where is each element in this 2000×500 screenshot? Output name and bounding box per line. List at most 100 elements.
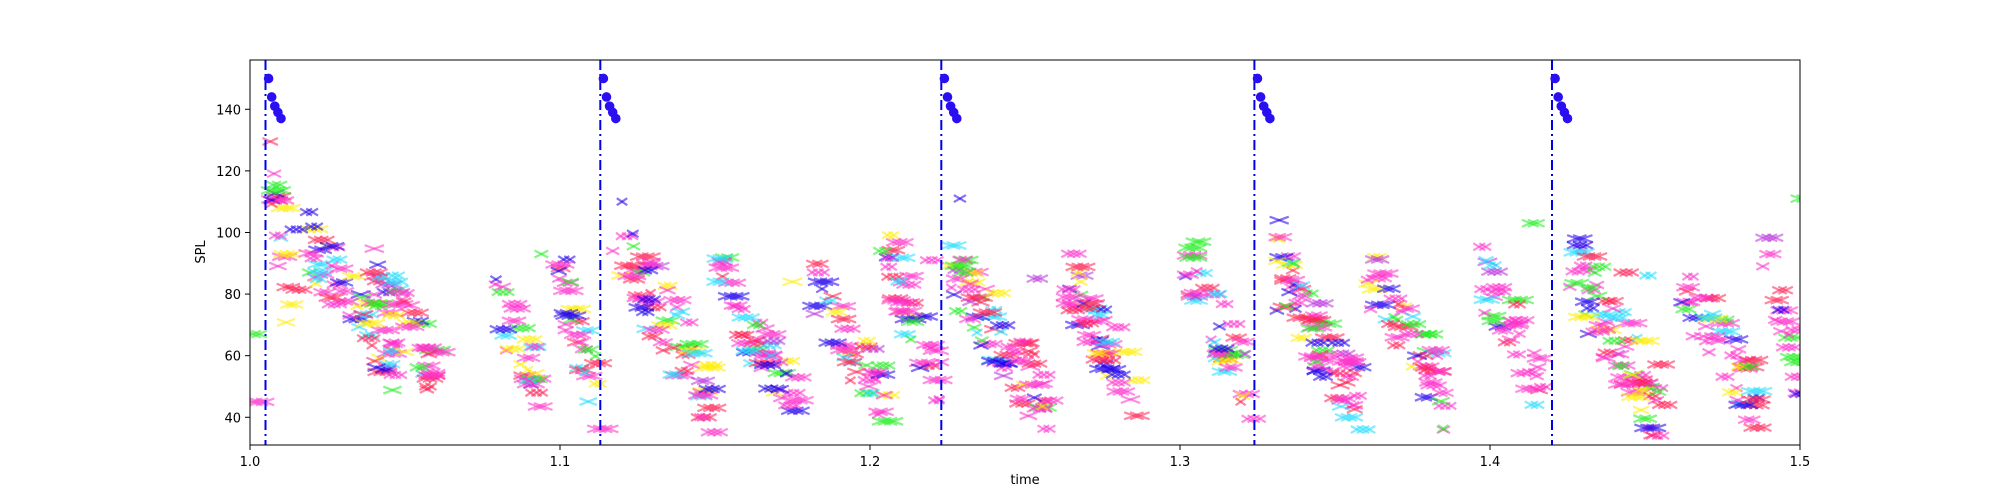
x-stroke bbox=[899, 329, 916, 339]
x-stroke bbox=[1479, 295, 1501, 305]
x-stroke bbox=[729, 278, 747, 288]
x-marker bbox=[1400, 319, 1427, 329]
x-stroke bbox=[887, 245, 906, 255]
x-stroke bbox=[1350, 425, 1364, 434]
x-stroke bbox=[1220, 344, 1235, 354]
x-stroke bbox=[668, 370, 686, 380]
x-stroke bbox=[1609, 313, 1624, 323]
x-stroke bbox=[652, 337, 668, 347]
x-stroke bbox=[1604, 303, 1622, 313]
x-stroke bbox=[1235, 391, 1251, 401]
x-stroke bbox=[307, 259, 328, 269]
x-stroke bbox=[700, 362, 721, 373]
x-stroke bbox=[1280, 287, 1298, 297]
x-stroke bbox=[988, 339, 1003, 349]
x-stroke bbox=[1231, 337, 1250, 347]
x-stroke bbox=[1384, 332, 1404, 342]
x-stroke bbox=[1631, 385, 1648, 395]
x-stroke bbox=[641, 331, 657, 341]
x-marker bbox=[637, 265, 659, 275]
x-marker bbox=[1036, 424, 1056, 434]
x-marker bbox=[1738, 355, 1769, 365]
x-stroke bbox=[1354, 362, 1372, 372]
x-marker bbox=[579, 397, 598, 407]
x-marker bbox=[1604, 303, 1622, 313]
x-stroke bbox=[368, 260, 387, 270]
x-marker bbox=[1480, 267, 1509, 277]
x-stroke bbox=[1651, 400, 1666, 410]
x-stroke bbox=[523, 376, 535, 386]
x-marker bbox=[1235, 391, 1251, 401]
x-stroke bbox=[388, 277, 403, 287]
x-stroke bbox=[1004, 347, 1020, 357]
x-stroke bbox=[895, 276, 908, 286]
x-marker bbox=[671, 307, 691, 317]
x-marker bbox=[1004, 356, 1035, 366]
onset-marker bbox=[611, 113, 621, 124]
x-stroke bbox=[1758, 249, 1776, 259]
x-stroke bbox=[985, 288, 1000, 298]
x-stroke bbox=[954, 306, 968, 316]
x-stroke bbox=[1019, 346, 1038, 356]
x-marker bbox=[1694, 313, 1723, 323]
x-stroke bbox=[1644, 271, 1658, 281]
x-stroke bbox=[341, 271, 361, 281]
x-marker bbox=[382, 277, 409, 287]
x-marker bbox=[687, 390, 719, 400]
x-stroke bbox=[488, 279, 503, 289]
x-marker bbox=[885, 237, 914, 247]
x-stroke bbox=[655, 345, 671, 355]
x-marker bbox=[1755, 233, 1784, 243]
x-marker bbox=[1106, 387, 1136, 397]
x-stroke bbox=[674, 366, 689, 376]
x-stroke bbox=[654, 325, 670, 335]
x-stroke bbox=[980, 356, 999, 366]
x-stroke bbox=[657, 281, 672, 291]
x-stroke bbox=[1347, 368, 1363, 378]
onset-markers-layer bbox=[263, 73, 1573, 124]
x-stroke bbox=[1118, 387, 1136, 397]
x-stroke bbox=[1062, 300, 1078, 310]
x-stroke bbox=[1572, 234, 1593, 244]
x-marker bbox=[332, 286, 355, 296]
x-marker bbox=[844, 376, 857, 385]
x-marker bbox=[1481, 316, 1506, 326]
x-marker bbox=[306, 267, 333, 277]
x-stroke bbox=[1377, 314, 1395, 324]
x-stroke bbox=[558, 286, 578, 296]
x-stroke bbox=[1010, 356, 1029, 366]
x-stroke bbox=[1291, 291, 1306, 301]
x-marker bbox=[889, 276, 908, 286]
x-stroke bbox=[1094, 337, 1115, 347]
x-stroke bbox=[796, 372, 812, 382]
x-stroke bbox=[1395, 294, 1408, 303]
x-stroke bbox=[846, 324, 861, 334]
x-stroke bbox=[1336, 395, 1354, 405]
x-stroke bbox=[325, 241, 345, 251]
x-stroke bbox=[844, 376, 857, 385]
x-marker bbox=[1125, 375, 1151, 385]
x-stroke bbox=[1566, 240, 1582, 250]
x-stroke bbox=[575, 371, 597, 381]
x-marker bbox=[1292, 280, 1311, 290]
x-stroke bbox=[1049, 396, 1064, 406]
x-stroke bbox=[521, 323, 536, 333]
x-stroke bbox=[727, 301, 742, 311]
x-marker bbox=[1651, 400, 1678, 410]
x-stroke bbox=[250, 397, 269, 407]
x-stroke bbox=[274, 231, 288, 240]
x-stroke bbox=[847, 349, 865, 359]
x-stroke bbox=[575, 330, 592, 340]
x-stroke bbox=[1300, 324, 1319, 334]
x-stroke bbox=[495, 324, 512, 334]
x-stroke bbox=[1784, 372, 1799, 382]
x-marker bbox=[1587, 268, 1603, 278]
x-marker bbox=[972, 307, 1003, 317]
x-stroke bbox=[1721, 372, 1735, 382]
x-stroke bbox=[1658, 360, 1676, 370]
x-marker bbox=[1337, 357, 1367, 367]
x-stroke bbox=[279, 249, 296, 259]
x-stroke bbox=[736, 338, 752, 348]
x-stroke bbox=[956, 261, 977, 271]
x-stroke bbox=[877, 416, 898, 426]
